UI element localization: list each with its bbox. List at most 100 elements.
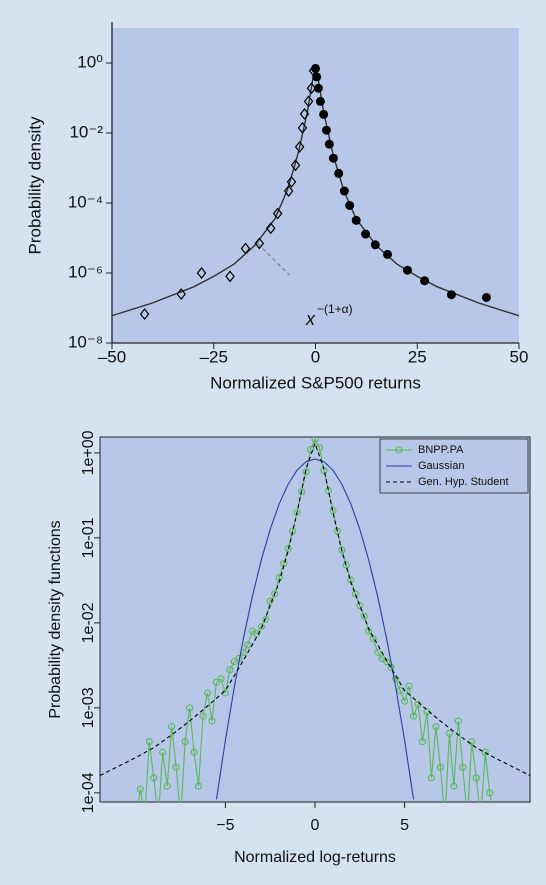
diamond-marker xyxy=(139,308,150,321)
x-tick-label: –50 xyxy=(98,347,126,366)
circle-marker xyxy=(345,200,355,210)
circle-marker xyxy=(284,544,292,553)
annotation: x xyxy=(305,309,316,329)
circle-marker xyxy=(374,648,382,656)
y-tick-label: 1e-02 xyxy=(80,602,97,643)
circle-marker xyxy=(396,686,404,695)
circle-marker xyxy=(212,678,221,686)
y-tick-label: 1e+00 xyxy=(80,430,97,475)
circle-marker xyxy=(271,590,279,598)
circle-marker xyxy=(311,437,319,443)
circle-marker xyxy=(186,704,194,712)
diamond-marker xyxy=(196,267,207,279)
series-line xyxy=(100,441,530,776)
circle-marker xyxy=(329,506,337,515)
circle-marker xyxy=(203,689,212,697)
circle-marker xyxy=(190,748,198,756)
circle-marker xyxy=(420,276,430,286)
circle-marker xyxy=(468,738,476,746)
x-tick-label: 0 xyxy=(311,817,320,834)
circle-marker xyxy=(136,785,144,793)
x-tick-label: 0 xyxy=(311,347,320,366)
circle-marker xyxy=(432,723,440,731)
y-tick-label: 10⁻⁸ xyxy=(68,332,103,351)
circle-marker xyxy=(311,63,320,73)
diamond-marker xyxy=(297,121,308,134)
circle-marker xyxy=(289,527,297,535)
plot-area xyxy=(100,437,530,802)
circle-marker xyxy=(405,682,413,690)
circle-marker xyxy=(351,215,361,225)
circle-marker xyxy=(339,186,349,196)
diamond-marker xyxy=(225,270,235,283)
y-tick-label: 1e-04 xyxy=(80,772,97,813)
circle-marker xyxy=(298,488,306,496)
series-line xyxy=(215,458,415,800)
x-tick-label: 5 xyxy=(400,817,409,834)
circle-marker xyxy=(302,468,310,476)
circle-marker xyxy=(351,590,359,598)
circle-marker xyxy=(481,292,491,302)
x-axis-label: Normalized log-returns xyxy=(234,849,396,866)
x-tick-label: 50 xyxy=(510,347,529,366)
diamond-marker xyxy=(303,95,314,108)
series-layer xyxy=(100,437,530,802)
diamond-marker xyxy=(294,140,305,153)
circle-marker xyxy=(262,615,270,623)
circle-marker xyxy=(181,738,189,746)
circle-marker xyxy=(427,774,436,782)
circle-marker xyxy=(446,290,456,300)
y-tick-label: 10⁻² xyxy=(69,122,103,141)
circle-marker xyxy=(324,139,334,149)
circle-marker xyxy=(409,712,418,720)
y-tick-label: 10⁻⁴ xyxy=(68,192,103,211)
circle-marker xyxy=(226,666,234,674)
annotation-exponent: −(1+α) xyxy=(317,302,353,316)
diamond-marker xyxy=(306,82,317,95)
circle-marker xyxy=(361,229,371,239)
circle-marker xyxy=(172,763,180,771)
circle-marker xyxy=(472,774,480,782)
circle-marker xyxy=(150,774,158,782)
diamond-marker xyxy=(286,175,297,188)
circle-marker xyxy=(163,782,171,790)
circle-marker xyxy=(338,546,346,554)
circle-marker xyxy=(486,789,494,797)
legend-label: BNPP.PA xyxy=(418,444,464,456)
circle-marker xyxy=(459,763,467,771)
series-line xyxy=(257,242,290,276)
circle-marker xyxy=(436,763,444,771)
y-tick-label: 10⁰ xyxy=(77,52,103,71)
legend-label: Gen. Hyp. Student xyxy=(418,476,509,488)
circle-marker xyxy=(324,487,332,495)
circle-marker xyxy=(194,782,203,790)
x-tick-label: –25 xyxy=(200,347,228,366)
circle-marker xyxy=(145,738,153,746)
diamond-marker xyxy=(290,159,301,172)
diamond-marker xyxy=(265,222,276,235)
circle-marker xyxy=(257,623,265,631)
diamond-marker xyxy=(240,242,251,255)
y-axis-label: Probability density functions xyxy=(47,520,64,718)
diamond-marker xyxy=(254,237,265,250)
circle-marker xyxy=(392,675,400,683)
circle-marker xyxy=(293,508,301,516)
circle-marker xyxy=(454,717,462,725)
circle-marker xyxy=(159,748,167,756)
y-tick-label: 1e-03 xyxy=(80,687,97,728)
y-tick-label: 1e-01 xyxy=(80,517,97,558)
circle-marker xyxy=(244,641,252,649)
circle-marker xyxy=(383,658,391,666)
circle-marker xyxy=(199,712,207,720)
circle-marker xyxy=(383,249,393,259)
diamond-marker xyxy=(176,288,186,301)
legend-label: Gaussian xyxy=(418,460,464,472)
circle-marker xyxy=(315,96,325,106)
circle-marker xyxy=(266,597,274,605)
circle-marker xyxy=(481,748,489,756)
series-line xyxy=(137,437,492,802)
circle-marker xyxy=(208,717,216,725)
circle-marker xyxy=(253,629,261,638)
circle-marker xyxy=(319,109,329,119)
circle-marker xyxy=(360,612,368,620)
